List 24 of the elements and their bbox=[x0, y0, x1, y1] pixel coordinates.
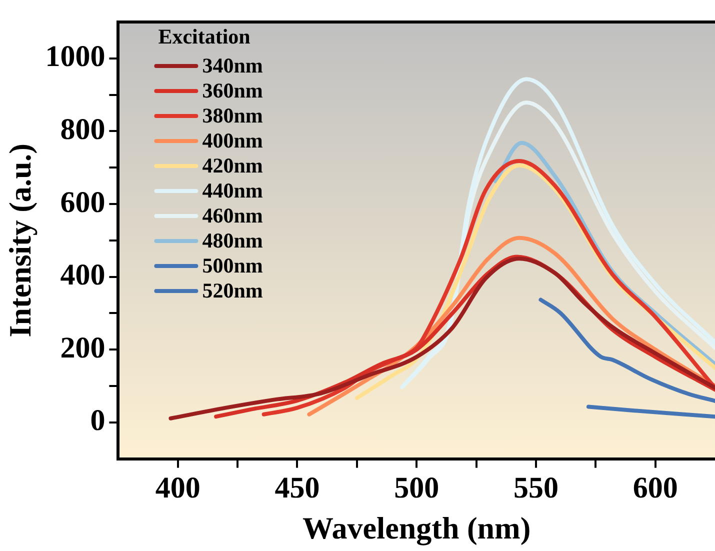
legend-label: 400nm bbox=[202, 128, 264, 152]
legend-label: 380nm bbox=[202, 103, 264, 128]
legend-label: 360nm bbox=[202, 78, 264, 102]
x-tick-label: 550 bbox=[513, 472, 558, 505]
y-tick-label: 800 bbox=[60, 112, 106, 146]
legend-label: 460nm bbox=[202, 203, 264, 228]
y-axis-title: Intensity (a.u.) bbox=[2, 144, 38, 338]
legend-title: Excitation bbox=[158, 24, 251, 48]
y-tick-label: 400 bbox=[60, 258, 106, 292]
x-tick-label: 600 bbox=[632, 472, 678, 505]
x-tick-label: 450 bbox=[274, 472, 320, 505]
legend-label: 520nm bbox=[202, 278, 264, 302]
legend-label: 480nm bbox=[202, 228, 264, 252]
y-tick-label: 1000 bbox=[45, 40, 106, 74]
legend-label: 440nm bbox=[202, 178, 264, 202]
legend-label: 420nm bbox=[202, 153, 264, 178]
x-tick-label: 400 bbox=[155, 472, 200, 505]
y-tick-label: 200 bbox=[60, 331, 106, 364]
y-tick-label: 600 bbox=[60, 186, 106, 219]
x-axis-title: Wavelength (nm) bbox=[302, 510, 531, 546]
legend-label: 340nm bbox=[202, 53, 264, 78]
x-tick-label: 500 bbox=[394, 472, 440, 505]
legend-label: 500nm bbox=[202, 253, 264, 278]
y-tick-label: 0 bbox=[90, 404, 106, 438]
